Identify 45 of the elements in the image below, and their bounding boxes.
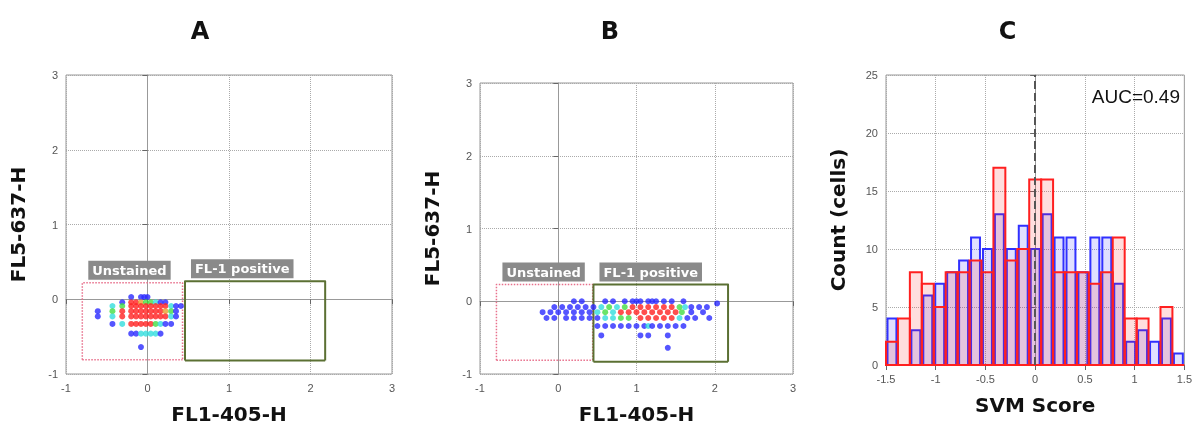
x-tick-label: -1 (475, 381, 485, 394)
x-tick-label: 1.5 (1176, 372, 1192, 385)
chart-title: B (600, 17, 620, 45)
y-tick-label: 1 (51, 218, 58, 231)
y-tick-label: 25 (865, 69, 878, 81)
y-tick-label: 2 (465, 149, 472, 162)
x-tick-label: -1 (61, 381, 71, 394)
y-tick-label: 10 (865, 243, 878, 255)
x-tick-label: 2 (307, 381, 314, 394)
y-axis-title: Count (cells) (826, 148, 850, 292)
y-tick-label: 20 (865, 127, 878, 139)
y-tick-label: 0 (871, 359, 878, 371)
x-tick-label: 0 (555, 381, 562, 394)
x-axis-title: SVM Score (975, 393, 1096, 417)
series-label: FL-1 positive (194, 261, 290, 277)
series-label: FL-1 positive (603, 264, 699, 280)
series-label: Unstained (506, 264, 581, 280)
x-tick-label: 0 (1032, 372, 1039, 385)
x-tick-label: 3 (388, 381, 396, 394)
y-tick-label: 3 (51, 69, 58, 81)
x-tick-label: -0.5 (975, 372, 995, 385)
x-tick-label: 1 (1131, 372, 1138, 385)
x-axis-title: FL1-405-H (171, 402, 287, 426)
x-tick-label: 3 (789, 381, 797, 394)
y-axis-title: FL5-637-H (420, 170, 444, 287)
x-tick-label: 0 (144, 381, 151, 394)
y-tick-label: 0 (51, 293, 58, 306)
x-tick-label: 1 (225, 381, 233, 394)
y-tick-label: 1 (465, 222, 472, 235)
y-tick-label: 3 (465, 77, 472, 89)
x-tick-label: -1.5 (876, 372, 896, 385)
x-tick-label: 1 (633, 381, 640, 394)
y-axis-title: FL5-637-H (6, 166, 30, 283)
x-axis-title: FL1-405-H (578, 402, 695, 426)
y-tick-label: 15 (865, 185, 878, 197)
x-tick-label: -1 (930, 372, 941, 385)
y-tick-label: 0 (465, 295, 472, 308)
x-tick-label: 2 (711, 381, 718, 394)
y-tick-label: 2 (51, 143, 58, 156)
series-label: Unstained (92, 262, 167, 278)
x-tick-label: 0.5 (1077, 372, 1093, 385)
y-tick-label: 5 (871, 301, 878, 313)
chart-title: A (190, 17, 210, 45)
chart-title: C (998, 17, 1017, 45)
annotation: AUC=0.49 (1091, 86, 1181, 107)
